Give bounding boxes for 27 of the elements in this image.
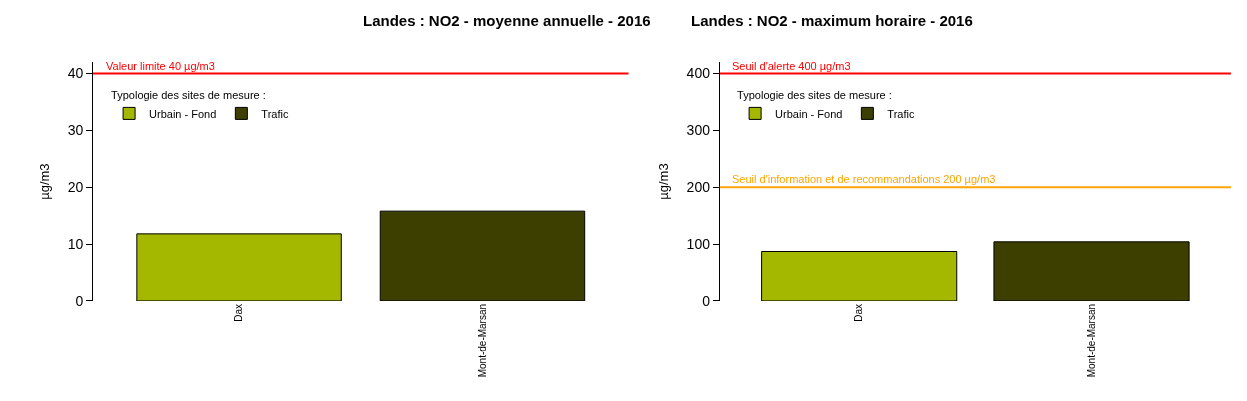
legend-title: Typologie des sites de mesure : — [737, 88, 892, 101]
y-axis-title: µg/m3 — [655, 163, 671, 200]
y-tick-label: 400 — [686, 65, 711, 82]
x-tick-label: Mont-de-Marsan — [476, 303, 488, 378]
y-tick-label: 200 — [686, 179, 711, 196]
legend-label: Urbain - Fond — [775, 107, 843, 120]
y-axis-title: µg/m3 — [36, 163, 52, 200]
ref-line-label: Valeur limite 40 µg/m3 — [106, 60, 215, 72]
legend-label: Trafic — [261, 107, 289, 120]
ref-line-label: Seuil d'information et de recommandations 200 µg/m3 — [732, 173, 996, 185]
x-tick-label: Mont-de-Marsan — [1085, 303, 1097, 378]
y-tick-label: 10 — [67, 236, 84, 252]
x-tick-label: Dax — [233, 303, 245, 322]
chart-title: Landes : NO2 - moyenne annuelle - 2016 — [363, 12, 651, 29]
y-tick-label: 100 — [686, 236, 711, 252]
x-tick-label: Dax — [853, 303, 865, 322]
chart-title: Landes : NO2 - maximum horaire - 2016 — [691, 12, 973, 29]
legend-label: Urbain - Fond — [149, 107, 217, 120]
y-tick-label: 0 — [75, 292, 84, 309]
y-tick-label: 300 — [686, 122, 711, 139]
ref-line-label: Seuil d'alerte 400 µg/m3 — [732, 60, 851, 72]
legend-title: Typologie des sites de mesure : — [111, 88, 266, 101]
legend-label: Trafic — [887, 107, 915, 120]
y-tick-label: 0 — [702, 292, 711, 309]
y-tick-label: 20 — [67, 179, 84, 196]
y-tick-label: 40 — [67, 65, 84, 82]
y-tick-label: 30 — [67, 122, 84, 139]
